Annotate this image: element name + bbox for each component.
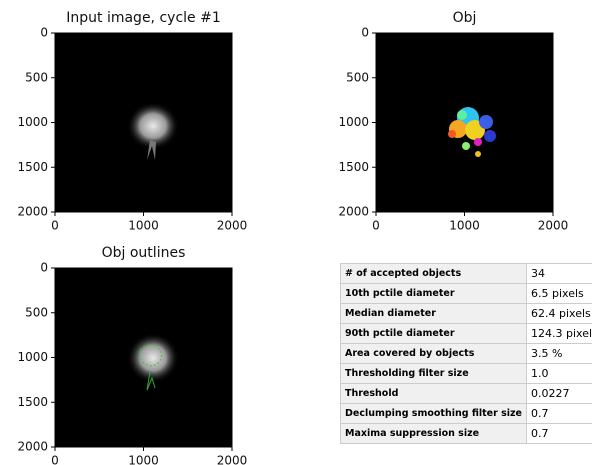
y-tick-label: 1000 <box>338 115 369 129</box>
x-tick-label: 2000 <box>217 219 248 233</box>
image-obj <box>376 33 553 212</box>
y-tick-label: 500 <box>25 70 48 84</box>
label-cell: # of accepted objects <box>339 263 528 284</box>
y-tick-label: 500 <box>346 70 369 84</box>
y-tick-label: 1500 <box>17 395 48 409</box>
y-tick-label: 1500 <box>338 160 369 174</box>
value-cell: 1.0 <box>526 363 592 384</box>
x-tick-label: 1000 <box>128 454 159 465</box>
value-cell: 6.5 pixels <box>526 283 592 304</box>
label-cell: 10th pctile diameter <box>339 283 528 304</box>
value-cell: 62.4 pixels <box>526 303 592 324</box>
x-tick-label: 0 <box>51 454 59 465</box>
table-row: Declumping smoothing filter size 0.7 <box>339 403 592 424</box>
label-cell: Thresholding filter size <box>339 363 528 384</box>
x-tick-label: 2000 <box>217 454 248 465</box>
y-tick-label: 2000 <box>17 440 48 454</box>
y-tick-label: 2000 <box>17 205 48 219</box>
value-cell: 0.7 <box>526 423 592 444</box>
table-row: 10th pctile diameter 6.5 pixels <box>339 283 592 304</box>
value-cell: 34 <box>526 263 592 284</box>
x-tick-label: 0 <box>372 219 380 233</box>
table-row: Threshold 0.0227 <box>339 383 592 404</box>
panel-title: Input image, cycle #1 <box>66 10 220 26</box>
label-cell: Area covered by objects <box>339 343 528 364</box>
value-cell: 0.0227 <box>526 383 592 404</box>
y-tick-label: 0 <box>40 26 48 40</box>
value-cell: 0.7 <box>526 403 592 424</box>
y-tick-label: 2000 <box>338 205 369 219</box>
label-cell: Median diameter <box>339 303 528 324</box>
table-row: # of accepted objects 34 <box>339 263 592 284</box>
label-cell: 90th pctile diameter <box>339 323 528 344</box>
x-tick-label: 0 <box>51 219 59 233</box>
image-input <box>55 33 232 212</box>
image-outlines <box>55 268 232 447</box>
value-cell: 3.5 % <box>526 343 592 364</box>
y-tick-label: 1000 <box>17 115 48 129</box>
x-tick-label: 2000 <box>538 219 569 233</box>
y-tick-label: 1000 <box>17 350 48 364</box>
x-tick-label: 1000 <box>449 219 480 233</box>
table-row: Thresholding filter size 1.0 <box>339 363 592 384</box>
y-tick-label: 0 <box>361 26 369 40</box>
label-cell: Threshold <box>339 383 528 404</box>
y-tick-label: 1500 <box>17 160 48 174</box>
table-row: Median diameter 62.4 pixels <box>339 303 592 324</box>
label-cell: Declumping smoothing filter size <box>339 403 528 424</box>
y-tick-label: 500 <box>25 305 48 319</box>
measurement-table: # of accepted objects 34 10th pctile diame… <box>339 263 592 444</box>
x-tick-label: 1000 <box>128 219 159 233</box>
y-tick-label: 0 <box>40 261 48 275</box>
panel-title: Obj outlines <box>102 245 186 261</box>
table-row: 90th pctile diameter 124.3 pixels <box>339 323 592 344</box>
value-cell: 124.3 pixels <box>526 323 592 344</box>
panel-title: Obj <box>453 10 477 26</box>
label-cell: Maxima suppression size <box>339 423 528 444</box>
table-row: Area covered by objects 3.5 % <box>339 343 592 364</box>
table-row: Maxima suppression size 0.7 <box>339 423 592 444</box>
